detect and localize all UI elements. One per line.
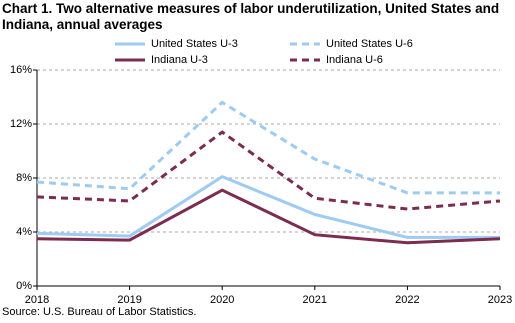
chart-title: Chart 1. Two alternative measures of lab… — [2, 1, 500, 32]
source-note: Source: U.S. Bureau of Labor Statistics. — [2, 306, 197, 318]
legend-label: Indiana U-6 — [326, 54, 383, 66]
y-tick-label: 16% — [10, 64, 32, 76]
series-line — [36, 130, 501, 211]
x-tick-label: 2023 — [488, 294, 512, 306]
x-tick-label: 2021 — [303, 294, 327, 306]
series-line — [36, 174, 500, 239]
legend-label: Indiana U-3 — [151, 54, 208, 66]
x-tick-label: 2018 — [25, 294, 49, 306]
x-tick-label: 2019 — [117, 294, 141, 306]
x-tick-label: 2020 — [210, 294, 234, 306]
y-tick-label: 0% — [16, 280, 32, 292]
legend-label: United States U-3 — [151, 38, 238, 50]
series-line — [36, 188, 501, 245]
y-tick-label: 8% — [16, 172, 32, 184]
y-tick-label: 12% — [10, 118, 32, 130]
y-tick-label: 4% — [16, 226, 32, 238]
x-tick-label: 2022 — [395, 294, 419, 306]
legend-label: United States U-6 — [326, 38, 413, 50]
series-line — [36, 100, 500, 195]
